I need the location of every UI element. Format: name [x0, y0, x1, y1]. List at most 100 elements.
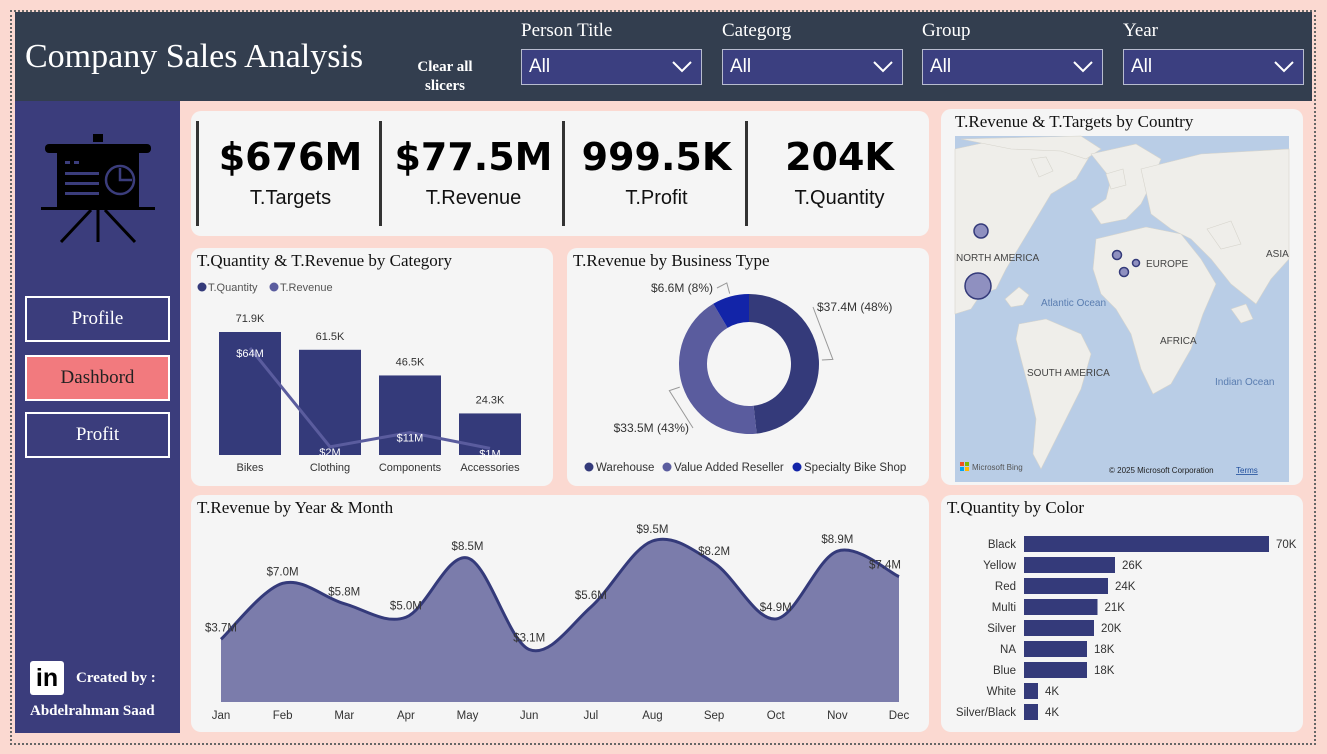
chevron-down-icon	[1274, 61, 1294, 73]
bar-color-black[interactable]	[1024, 536, 1269, 552]
color-chart-card: T.Quantity by Color Black 70K Yellow 26K Red…	[941, 495, 1303, 732]
map-bubble-france[interactable]	[1118, 266, 1130, 278]
slice-leader-line	[668, 386, 694, 429]
bar-quantity-components[interactable]	[379, 375, 441, 455]
clear-slicers-button[interactable]: Clear all slicers	[417, 59, 473, 94]
month-tick-label: Feb	[273, 710, 293, 722]
map-bubble-canada[interactable]	[973, 223, 989, 239]
color-category-label: Blue	[993, 665, 1016, 677]
linkedin-icon[interactable]: in	[30, 661, 64, 695]
color-category-label: Silver/Black	[956, 707, 1016, 719]
slice-leader-line	[716, 282, 731, 294]
category-dropdown[interactable]: All	[722, 49, 903, 85]
business-type-card: T.Revenue by Business Type $37.4M (48%) $…	[567, 248, 929, 486]
month-tick-label: Jul	[583, 710, 598, 722]
chart-title: T.Revenue by Business Type	[573, 251, 770, 270]
bar-color-blue[interactable]	[1024, 662, 1087, 678]
map-title: T.Revenue & T.Targets by Country	[955, 112, 1194, 131]
month-tick-label: Dec	[889, 710, 910, 722]
map-label-indian-ocean: Indian Ocean	[1215, 377, 1275, 388]
bar-color-red[interactable]	[1024, 578, 1108, 594]
page-frame	[10, 10, 1316, 745]
revenue-data-label: $2M	[319, 447, 340, 459]
month-data-label: $5.8M	[328, 587, 360, 599]
legend-label: Specialty Bike Shop	[804, 462, 906, 474]
person-title-dropdown[interactable]: All	[521, 49, 702, 85]
month-tick-label: Nov	[827, 710, 848, 722]
legend-marker	[662, 462, 672, 472]
revenue-data-label: $64M	[236, 348, 264, 360]
bar-quantity-bikes[interactable]	[219, 332, 281, 455]
map-terms-link[interactable]: Terms	[1236, 466, 1258, 475]
chart-title: T.Revenue by Year & Month	[197, 498, 394, 517]
month-data-label: $9.5M	[636, 524, 668, 536]
month-tick-label: Jan	[212, 710, 231, 722]
legend-marker	[584, 462, 594, 472]
chart-title: T.Quantity & T.Revenue by Category	[197, 251, 452, 270]
slicer-label: Categorg	[722, 20, 792, 41]
legend-marker-quantity	[197, 282, 207, 292]
map-bubble-uk[interactable]	[1111, 249, 1123, 261]
page-title: Company Sales Analysis	[25, 38, 364, 75]
slicer-category: Categorg All	[722, 20, 903, 85]
color-data-label: 26K	[1122, 560, 1143, 572]
world-map[interactable]: NORTH AMERICA EUROPE ASIA Atlantic Ocean…	[941, 109, 1303, 485]
category-chart: T.Quantity T.Revenue 71.9K Bikes 61.5K Clothi…	[197, 282, 521, 474]
nav-profile-button[interactable]: Profile	[25, 296, 170, 342]
bar-color-silver[interactable]	[1024, 620, 1094, 636]
month-data-label: $8.9M	[821, 534, 853, 546]
bing-attribution: Microsoft Bing	[972, 463, 1023, 472]
month-data-label: $3.1M	[513, 632, 545, 644]
bar-color-multi[interactable]	[1024, 599, 1098, 615]
revenue-data-label: $1M	[479, 448, 500, 460]
map-label-atlantic: Atlantic Ocean	[1041, 298, 1106, 309]
slicer-year: Year All	[1123, 20, 1304, 85]
category-tick-label: Components	[379, 462, 442, 474]
bar-quantity-clothing[interactable]	[299, 349, 361, 455]
bar-color-silver-black[interactable]	[1024, 704, 1038, 720]
slicer-group: Group All	[922, 20, 1103, 85]
chevron-down-icon	[873, 61, 893, 73]
bar-color-na[interactable]	[1024, 641, 1087, 657]
color-category-label: White	[987, 686, 1016, 698]
business-type-donut: $37.4M (48%) $33.5M (43%) $6.6M (8%) Wareho…	[584, 281, 906, 474]
color-data-label: 24K	[1115, 581, 1136, 593]
map-bubble-usa[interactable]	[964, 272, 992, 300]
month-tick-label: Jun	[520, 710, 539, 722]
month-tick-label: Apr	[397, 710, 415, 722]
map-label-asia: ASIA	[1266, 249, 1289, 260]
category-tick-label: Bikes	[237, 462, 264, 474]
bar-color-yellow[interactable]	[1024, 557, 1115, 573]
nav-profit-button[interactable]: Profit	[25, 412, 170, 458]
legend-marker	[792, 462, 802, 472]
chart-title: T.Quantity by Color	[947, 498, 1085, 517]
kpi-quantity: 204K T.Quantity	[785, 135, 894, 209]
slice-value-added-reseller[interactable]	[679, 303, 757, 434]
author-credit: in Created by : Abdelrahman Saad	[30, 661, 156, 720]
category-chart-card: T.Quantity & T.Revenue by Category T.Qua…	[191, 248, 553, 486]
map-label-south-america: SOUTH AMERICA	[1027, 368, 1110, 379]
slicer-label: Person Title	[521, 20, 613, 41]
bar-color-white[interactable]	[1024, 683, 1038, 699]
group-dropdown[interactable]: All	[922, 49, 1103, 85]
legend-label-revenue: T.Revenue	[280, 282, 333, 294]
header-bar: Company Sales Analysis Clear all slicers…	[15, 12, 1312, 101]
sidebar: Profile Dashbord Profit in Created by : …	[15, 101, 180, 733]
kpi-revenue: $77.5M T.Revenue	[394, 135, 553, 209]
legend-marker-revenue	[269, 282, 279, 292]
quantity-data-label: 46.5K	[396, 356, 425, 368]
slice-warehouse[interactable]	[749, 294, 819, 434]
month-tick-label: Mar	[334, 710, 354, 722]
color-category-label: NA	[1000, 644, 1016, 656]
year-dropdown[interactable]: All	[1123, 49, 1304, 85]
nav-dashboard-button[interactable]: Dashbord	[25, 355, 170, 401]
month-data-label: $5.6M	[575, 590, 607, 602]
slice-specialty-bike-shop[interactable]	[713, 294, 749, 328]
map-bubble-germany[interactable]	[1131, 258, 1141, 268]
revenue-month-card: T.Revenue by Year & Month Jan $3.7M Feb $7.…	[191, 495, 929, 732]
slicer-label: Year	[1123, 20, 1159, 41]
revenue-area-line	[219, 537, 900, 653]
month-tick-label: Sep	[704, 710, 724, 722]
kpi-card: $676M T.Targets $77.5M T.Revenue 999.5K …	[191, 111, 929, 236]
kpi-targets: $676M T.Targets	[218, 135, 363, 209]
